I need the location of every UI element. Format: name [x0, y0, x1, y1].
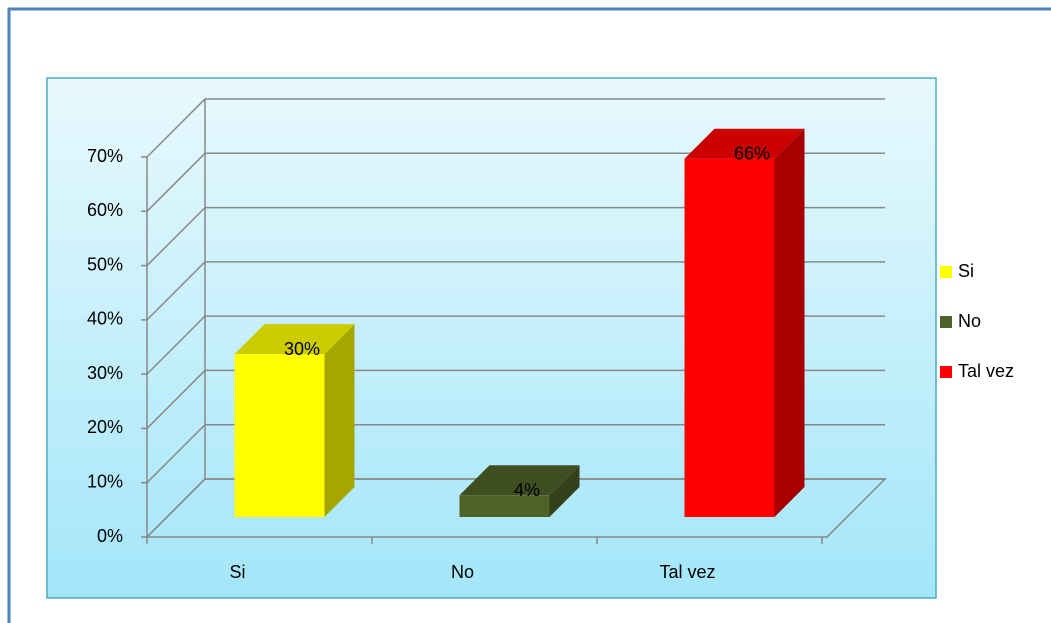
- bar-side: [324, 324, 355, 517]
- y-tick-label: 40%: [87, 309, 123, 329]
- bar-top: [234, 324, 355, 355]
- x-tick-label: No: [451, 562, 474, 582]
- x-tick-label: Si: [229, 562, 245, 582]
- value-label: 66%: [734, 143, 770, 163]
- x-tick-label: Tal vez: [659, 562, 715, 582]
- bar-top: [459, 465, 580, 496]
- y-tick-label: 20%: [87, 417, 123, 437]
- grid-line: [146, 206, 885, 267]
- y-tick-label: 0%: [97, 526, 123, 546]
- legend-swatch: [940, 366, 952, 378]
- grid-line: [146, 98, 885, 158]
- y-tick-label: 30%: [87, 363, 123, 383]
- grid-line: [146, 152, 885, 212]
- bar: [234, 354, 325, 517]
- legend-swatch: [940, 316, 952, 328]
- grid-line: [146, 423, 885, 484]
- legend-swatch: [940, 266, 952, 278]
- bar: [684, 158, 775, 517]
- y-tick-label: 70%: [87, 146, 123, 166]
- y-tick-label: 60%: [87, 200, 123, 220]
- bar-side: [774, 128, 805, 517]
- grid-line: [146, 315, 885, 375]
- legend-label: Si: [958, 261, 974, 281]
- legend-label: No: [958, 311, 981, 331]
- legend-label: Tal vez: [958, 361, 1014, 381]
- y-tick-label: 10%: [87, 471, 123, 491]
- grid-line: [146, 369, 885, 429]
- grid-line: [146, 478, 885, 538]
- bar-top: [684, 128, 805, 159]
- value-label: 4%: [514, 480, 540, 500]
- value-label: 30%: [284, 339, 320, 359]
- grid-line: [146, 261, 885, 321]
- bar: [459, 495, 550, 517]
- y-tick-label: 50%: [87, 254, 123, 274]
- bar-side: [549, 465, 580, 517]
